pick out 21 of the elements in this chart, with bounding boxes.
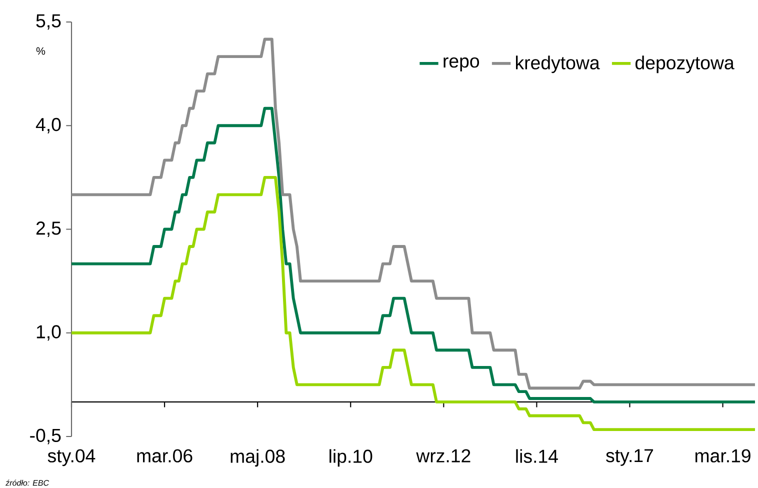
y-axis-title: %: [36, 47, 46, 55]
legend-label: repo: [444, 57, 480, 72]
y-tick-label: 1,0: [36, 325, 61, 341]
legend-label: kredytowa: [516, 56, 600, 74]
x-tick-label: lis.14: [516, 449, 558, 463]
x-tick-label: sty.04: [48, 449, 96, 466]
y-tick-label: 4,0: [36, 118, 61, 134]
line-series: [70, 38, 756, 390]
y-tick-label: 2,5: [36, 222, 61, 237]
line-series: [70, 176, 756, 432]
y-tick-label: 5,5: [36, 14, 61, 30]
y-tick-label: -0,5: [30, 428, 61, 444]
x-tick-label: maj.08: [230, 449, 285, 467]
legend-label: depozytowa: [636, 56, 734, 74]
x-tick-label: mar.06: [137, 449, 192, 462]
text: źródło: EBC: [6, 480, 50, 486]
x-tick-label: wrz.12: [416, 449, 470, 462]
x-tick-label: sty.17: [606, 449, 654, 466]
x-tick-label: mar.19: [695, 449, 750, 462]
line-series: [70, 106, 756, 404]
x-tick-label: lip.10: [330, 449, 372, 467]
